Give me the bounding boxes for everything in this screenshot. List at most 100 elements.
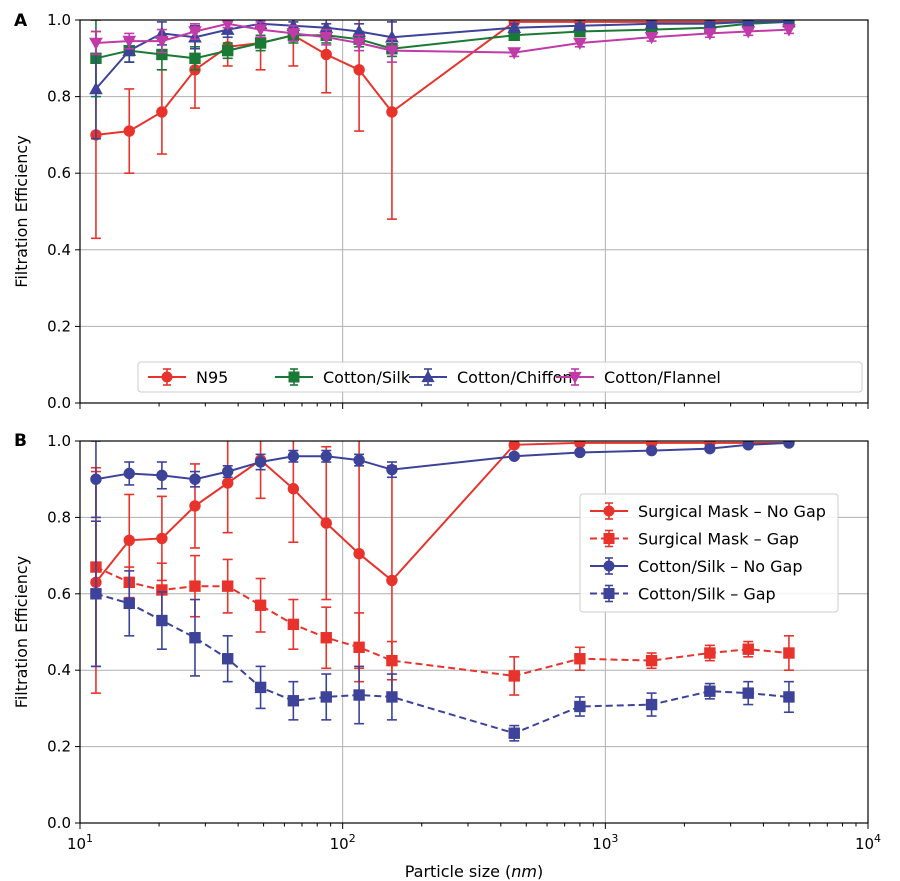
data-point bbox=[90, 473, 102, 485]
legend-marker bbox=[603, 533, 615, 544]
data-point bbox=[188, 26, 202, 39]
y-tick-label: 0.4 bbox=[47, 241, 71, 259]
series-cotton-silk-gap bbox=[90, 520, 795, 742]
data-point bbox=[508, 441, 520, 451]
y-axis-label: Filtration Efficiency bbox=[12, 556, 31, 708]
data-point bbox=[221, 465, 234, 478]
data-point bbox=[286, 28, 301, 41]
data-point bbox=[353, 689, 365, 701]
y-tick-label: 0.6 bbox=[47, 164, 71, 182]
legend-label: N95 bbox=[196, 368, 228, 387]
legend-marker bbox=[568, 371, 582, 384]
data-point bbox=[122, 43, 137, 56]
y-tick-label: 0.8 bbox=[47, 508, 71, 526]
legend-item: Cotton/Flannel bbox=[556, 368, 721, 387]
data-point bbox=[704, 685, 716, 697]
data-point bbox=[353, 454, 365, 466]
y-tick-label: 1.0 bbox=[47, 11, 71, 29]
data-point bbox=[189, 52, 201, 64]
data-point bbox=[742, 441, 754, 451]
panel-b: 0.0 0.2 0.4 0.6 0.8 1.0 101 102 103 104 Filtration… bbox=[12, 431, 881, 881]
data-point bbox=[254, 599, 267, 611]
data-point bbox=[742, 643, 754, 655]
legend-item: Cotton/Silk – Gap bbox=[590, 585, 776, 604]
legend-marker bbox=[603, 588, 615, 599]
legend-item: Surgical Mask – No Gap bbox=[590, 502, 826, 521]
data-point bbox=[386, 106, 398, 118]
data-point bbox=[189, 500, 201, 512]
data-point bbox=[645, 444, 658, 457]
y-axis: 0.0 0.2 0.4 0.6 0.8 1.0 bbox=[47, 432, 80, 832]
plot-area bbox=[89, 20, 796, 240]
data-point bbox=[353, 64, 365, 76]
data-point bbox=[644, 20, 659, 30]
data-point bbox=[574, 700, 586, 713]
data-point bbox=[90, 588, 102, 600]
y-axis-label: Filtration Efficiency bbox=[12, 135, 31, 287]
legend-label: Cotton/Silk – No Gap bbox=[638, 557, 803, 576]
x-tick-label: 102 bbox=[330, 832, 356, 853]
legend-label: Surgical Mask – No Gap bbox=[638, 502, 826, 521]
legend: N95 Cotton/Silk Cotton/Chiffon Cotton/Flann… bbox=[137, 361, 863, 393]
data-point bbox=[320, 691, 332, 703]
panel-letter: A bbox=[14, 11, 28, 31]
legend-label: Cotton/Chiffon bbox=[457, 368, 573, 387]
x-axis-label: Particle size (nm) bbox=[405, 862, 544, 881]
data-point bbox=[156, 532, 168, 545]
y-tick-label: 0.0 bbox=[47, 394, 71, 412]
data-point bbox=[704, 647, 716, 659]
data-point bbox=[221, 44, 234, 57]
data-point bbox=[189, 632, 201, 644]
data-point bbox=[645, 654, 658, 667]
data-point bbox=[352, 37, 366, 50]
y-tick-label: 0.0 bbox=[47, 814, 71, 832]
panel-a: 0.0 0.2 0.4 0.6 0.8 1.0 Filtration Efficiency A… bbox=[12, 11, 869, 412]
data-point bbox=[156, 614, 168, 627]
legend-item: Surgical Mask – Gap bbox=[590, 530, 799, 549]
data-point bbox=[221, 20, 234, 31]
data-point bbox=[742, 687, 754, 699]
y-tick-label: 0.2 bbox=[47, 317, 71, 335]
data-point bbox=[353, 547, 365, 560]
legend-marker bbox=[603, 560, 615, 572]
data-point bbox=[353, 641, 365, 653]
series-line bbox=[95, 566, 789, 677]
data-point bbox=[254, 37, 267, 49]
data-point bbox=[122, 35, 137, 49]
data-point bbox=[319, 31, 334, 45]
data-point bbox=[704, 442, 716, 455]
data-point bbox=[573, 20, 587, 32]
legend-marker bbox=[603, 505, 615, 517]
data-point bbox=[783, 691, 795, 703]
data-point bbox=[782, 24, 796, 37]
series-line bbox=[95, 22, 789, 54]
data-point bbox=[253, 24, 268, 37]
data-point bbox=[221, 580, 234, 592]
data-point bbox=[320, 450, 332, 462]
x-axis: 101 102 103 104 bbox=[67, 823, 881, 853]
data-point bbox=[221, 653, 234, 665]
data-point bbox=[386, 654, 398, 667]
legend-label: Cotton/Flannel bbox=[604, 368, 721, 387]
series-line bbox=[95, 441, 789, 583]
data-point bbox=[320, 632, 332, 644]
data-point bbox=[783, 647, 795, 659]
legend-label: Cotton/Silk bbox=[323, 368, 411, 387]
legend-item: Cotton/Chiffon bbox=[409, 368, 573, 387]
data-point bbox=[741, 26, 756, 39]
legend-box bbox=[137, 361, 863, 393]
data-point bbox=[221, 477, 234, 489]
data-point bbox=[644, 31, 659, 45]
x-tick-label: 103 bbox=[592, 832, 618, 853]
legend-label: Cotton/Silk – Gap bbox=[638, 585, 776, 604]
series-line bbox=[95, 20, 789, 136]
legend-label: Surgical Mask – Gap bbox=[638, 530, 799, 549]
data-point bbox=[320, 517, 332, 529]
series-line bbox=[95, 592, 789, 735]
data-point bbox=[254, 681, 267, 694]
legend-marker bbox=[421, 370, 435, 383]
y-axis: 0.0 0.2 0.4 0.6 0.8 1.0 bbox=[47, 11, 80, 412]
data-point bbox=[287, 695, 300, 707]
plot-area bbox=[90, 441, 795, 742]
